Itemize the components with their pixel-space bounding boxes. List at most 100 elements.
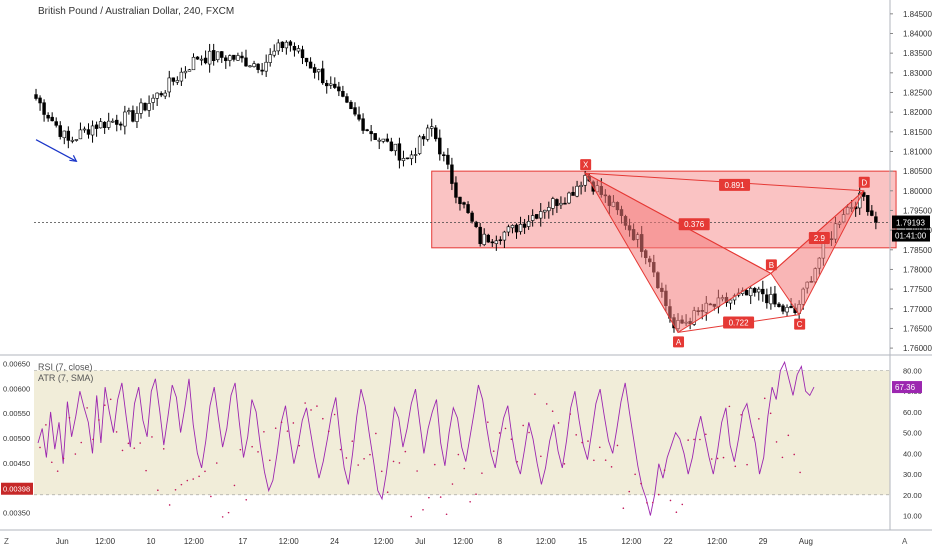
atr-dot [186, 479, 189, 482]
atr-dot [734, 465, 737, 468]
pivot-badge [765, 259, 777, 271]
rsi-tick-label: 20.00 [903, 491, 922, 500]
candle-body [203, 57, 208, 64]
candle-body [34, 94, 38, 99]
candle-body [753, 288, 757, 293]
atr-dot [563, 463, 566, 465]
ratio-label: 0.376 [684, 220, 705, 229]
atr-dot [56, 470, 59, 472]
candle-body [66, 130, 71, 141]
atr-dot [510, 438, 513, 441]
atr-dot [545, 403, 548, 405]
rsi-tick-label: 10.00 [903, 512, 922, 521]
atr-dot [699, 438, 701, 441]
candle-body [543, 209, 547, 213]
price-tick-label: 1.84500 [903, 10, 932, 19]
zoom-toggle-icon[interactable]: Z [4, 537, 9, 546]
atr-dot [740, 413, 742, 416]
candle-body [474, 221, 478, 227]
candle-body [341, 91, 345, 97]
atr-dot [369, 453, 371, 456]
rsi-band [34, 370, 890, 495]
candle-body [757, 288, 761, 293]
rsi-indicator-label: RSI (7, close) [38, 362, 93, 372]
atr-dot [245, 499, 248, 501]
chart-title: British Pound / Australian Dollar, 240, … [38, 6, 235, 17]
time-tick-label: Aug [799, 537, 813, 546]
atr-dot [758, 418, 760, 420]
candle-body [325, 82, 329, 87]
price-tick-label: 1.80500 [903, 167, 932, 176]
time-tick-label: 24 [330, 537, 339, 546]
candle-body [506, 226, 511, 233]
candle-body [765, 294, 769, 304]
atr-dot [628, 490, 631, 493]
candle-body [143, 102, 147, 111]
price-tick-label: 1.83000 [903, 69, 932, 78]
auto-scale-toggle[interactable]: A [902, 537, 908, 546]
atr-dot [445, 513, 448, 516]
candle-body [773, 293, 777, 305]
time-tick-label: 22 [664, 537, 673, 546]
candle-body [502, 231, 507, 241]
candle-body [430, 126, 434, 129]
pivot-badge [673, 336, 685, 348]
candle-body [357, 114, 361, 120]
price-tick-label: 1.83500 [903, 49, 932, 58]
atr-dot [433, 463, 436, 466]
atr-dot [528, 431, 530, 434]
candle-body [462, 202, 466, 205]
atr-dot [139, 442, 141, 444]
atr-dot [127, 442, 130, 445]
candle-body [409, 154, 414, 159]
time-tick-label: 10 [147, 537, 156, 546]
atr-dot [180, 483, 183, 486]
atr-dot [310, 409, 312, 411]
candle-body [86, 129, 91, 135]
candle-body [393, 143, 398, 152]
atr-dot [451, 483, 454, 485]
trend-arrow-head [69, 155, 78, 163]
candle-body [373, 133, 377, 140]
candle-body [268, 54, 272, 63]
candle-body [345, 96, 349, 103]
candle-body [139, 102, 143, 114]
atr-dot [775, 441, 778, 443]
candle-body [62, 130, 66, 139]
candle-body [539, 211, 543, 219]
candle-body [264, 61, 268, 72]
candle-body [425, 127, 430, 140]
atr-dot [80, 441, 83, 444]
price-tick-label: 1.76000 [903, 344, 932, 353]
atr-dot [604, 459, 607, 461]
atr-dot [616, 444, 619, 447]
candle-body [58, 125, 62, 137]
atr-dot [428, 496, 430, 499]
atr-dot [422, 508, 424, 511]
candle-body [405, 157, 410, 160]
ratio-badge [723, 316, 755, 329]
atr-value-badge [1, 482, 33, 495]
atr-dot [109, 398, 112, 401]
candle-body [777, 303, 781, 307]
price-tick-label: 1.76500 [903, 324, 932, 333]
atr-dot [198, 475, 200, 478]
candle-body [111, 120, 115, 123]
ratio-badge [678, 218, 710, 231]
atr-dot [569, 413, 572, 415]
atr-dot [316, 405, 318, 407]
candle-body [207, 50, 212, 65]
candle-body [563, 202, 567, 205]
candle-body [316, 69, 321, 73]
candle-body [191, 56, 196, 71]
atr-dot [375, 432, 377, 435]
atr-dot [392, 460, 395, 463]
atr-dot [652, 501, 654, 504]
candle-body [228, 55, 232, 61]
candle-body [870, 210, 874, 216]
candle-body [389, 141, 394, 152]
price-tick-label: 1.77000 [903, 305, 932, 314]
candle-body [220, 51, 224, 58]
atr-dot [174, 488, 177, 491]
atr-dot [598, 446, 601, 449]
